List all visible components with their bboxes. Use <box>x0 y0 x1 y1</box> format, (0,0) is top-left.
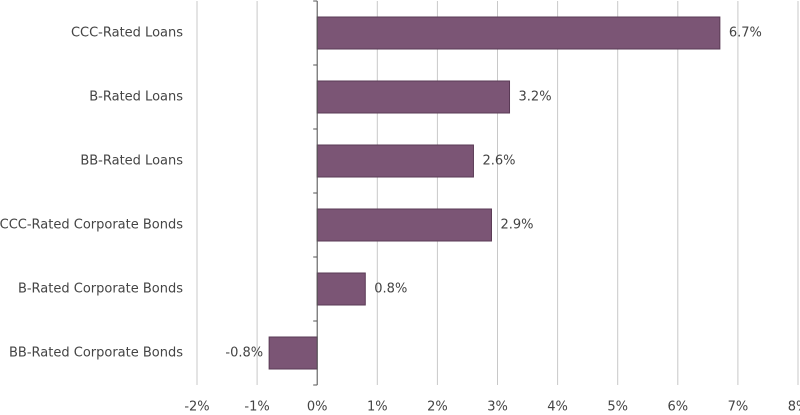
y-tick-label: B-Rated Loans <box>89 90 183 105</box>
value-label: 2.6% <box>482 154 515 169</box>
bar <box>268 336 318 370</box>
x-tick-label: 0% <box>307 400 328 415</box>
value-label: 2.9% <box>500 218 533 233</box>
x-tick-label: 6% <box>667 400 688 415</box>
y-tick-label: BB-Rated Loans <box>80 154 183 169</box>
x-tick-label: 4% <box>547 400 568 415</box>
x-tick-label: 2% <box>427 400 448 415</box>
y-tick-label: CCC-Rated Corporate Bonds <box>0 218 183 233</box>
x-tick-label: 1% <box>367 400 388 415</box>
x-tick-label: 7% <box>728 400 749 415</box>
bar <box>316 144 474 178</box>
bar <box>316 272 366 306</box>
x-tick-label: 3% <box>487 400 508 415</box>
y-tick-label: BB-Rated Corporate Bonds <box>9 346 183 361</box>
y-tick-label: B-Rated Corporate Bonds <box>18 282 183 297</box>
value-label: -0.8% <box>225 346 263 361</box>
x-tick-label: 5% <box>607 400 628 415</box>
value-label: 0.8% <box>374 282 407 297</box>
x-tick-label: 8% <box>788 400 800 415</box>
x-tick-label: -1% <box>244 400 269 415</box>
value-label: 6.7% <box>729 26 762 41</box>
bar <box>316 80 511 114</box>
x-tick-label: -2% <box>184 400 209 415</box>
bar <box>316 208 492 242</box>
bar <box>316 16 721 50</box>
value-label: 3.2% <box>519 90 552 105</box>
y-tick-label: CCC-Rated Loans <box>71 26 183 41</box>
